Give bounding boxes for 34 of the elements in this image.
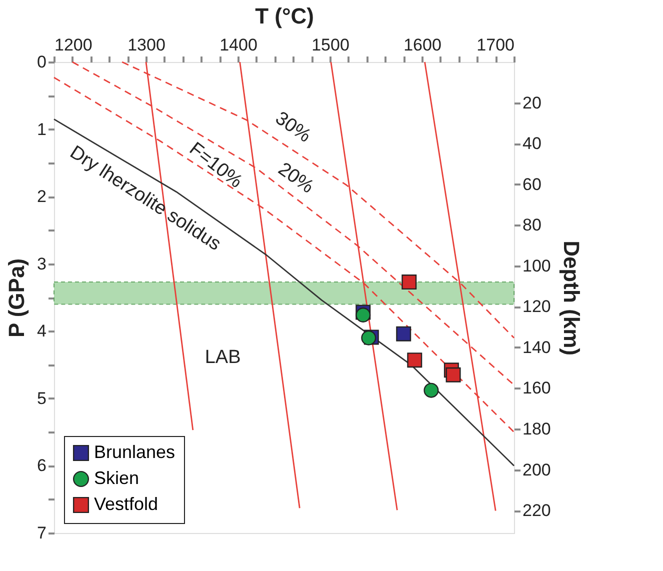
y-tick-label: 6 (37, 456, 46, 476)
annotation: 20% (274, 158, 318, 198)
annotation: LAB (204, 346, 241, 368)
legend-label: Skien (94, 468, 140, 488)
y-tick-label: 1 (37, 120, 46, 139)
x-tick-label: 1500 (312, 36, 350, 54)
y-axis-title: P (GPa) (4, 258, 30, 338)
y2-tick-label: 100 (522, 256, 551, 276)
y-tick-label: 3 (37, 254, 46, 274)
x-tick-label: 1700 (476, 36, 514, 54)
x-tick-label: 1200 (54, 36, 92, 54)
y2-tick-label: 160 (522, 378, 551, 398)
y2-tick-label: 40 (522, 134, 542, 154)
x-tick-label: 1400 (220, 36, 258, 54)
y-tick-label: 5 (37, 388, 46, 408)
y2-tick-label: 80 (522, 216, 542, 235)
annotation: 30% (271, 108, 315, 147)
x-tick-label: 1300 (128, 36, 166, 54)
y2-tick-label: 200 (522, 460, 551, 480)
y2-tick-label: 180 (522, 420, 551, 439)
x-tick-label: 1600 (404, 36, 442, 54)
legend-label: Vestfold (94, 494, 158, 514)
y-tick-label: 4 (37, 322, 46, 341)
x-axis-title: T (°C) (255, 4, 314, 28)
y-tick-label: 2 (37, 187, 46, 206)
y2-tick-label: 140 (522, 338, 551, 357)
y2-tick-label: 120 (522, 297, 551, 316)
y2-tick-label: 220 (522, 501, 551, 520)
y2-tick-label: 60 (522, 174, 542, 194)
y2-tick-label: 20 (522, 93, 542, 112)
y-tick-label: 7 (37, 524, 46, 542)
y2-axis-title: Depth (km) (558, 240, 584, 356)
legend-label: Brunlanes (94, 442, 176, 462)
y-tick-label: 0 (37, 52, 46, 72)
